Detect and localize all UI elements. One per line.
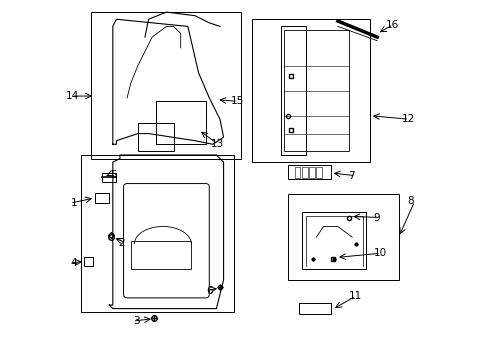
Bar [92,12,242,158]
Text: 4: 4 [71,258,77,268]
Bar [131,241,192,269]
Text: 16: 16 [386,19,399,30]
Bar [281,26,306,155]
Bar [156,102,206,144]
Bar [295,167,300,178]
Bar [288,194,398,280]
Bar [298,303,331,314]
Text: 5: 5 [110,170,117,180]
Text: 6: 6 [206,286,213,296]
Text: 10: 10 [373,248,387,258]
Text: 2: 2 [118,238,125,248]
Text: 8: 8 [408,197,414,206]
Text: 12: 12 [402,114,416,124]
Text: 15: 15 [231,96,244,107]
Bar [102,173,117,182]
Text: 11: 11 [348,291,362,301]
Bar [252,19,370,162]
Bar [284,30,348,152]
Bar [302,167,308,178]
Bar [288,165,331,179]
Text: 9: 9 [373,212,380,222]
Text: 14: 14 [66,91,79,101]
Text: 13: 13 [211,139,224,149]
Text: 3: 3 [133,316,140,326]
Bar [95,193,109,203]
Text: 7: 7 [348,171,355,181]
Bar [317,167,322,178]
Bar [302,212,367,269]
Bar [84,257,93,266]
Bar [309,167,315,178]
Text: 1: 1 [71,198,77,208]
Bar [81,155,234,312]
Bar [138,123,173,152]
